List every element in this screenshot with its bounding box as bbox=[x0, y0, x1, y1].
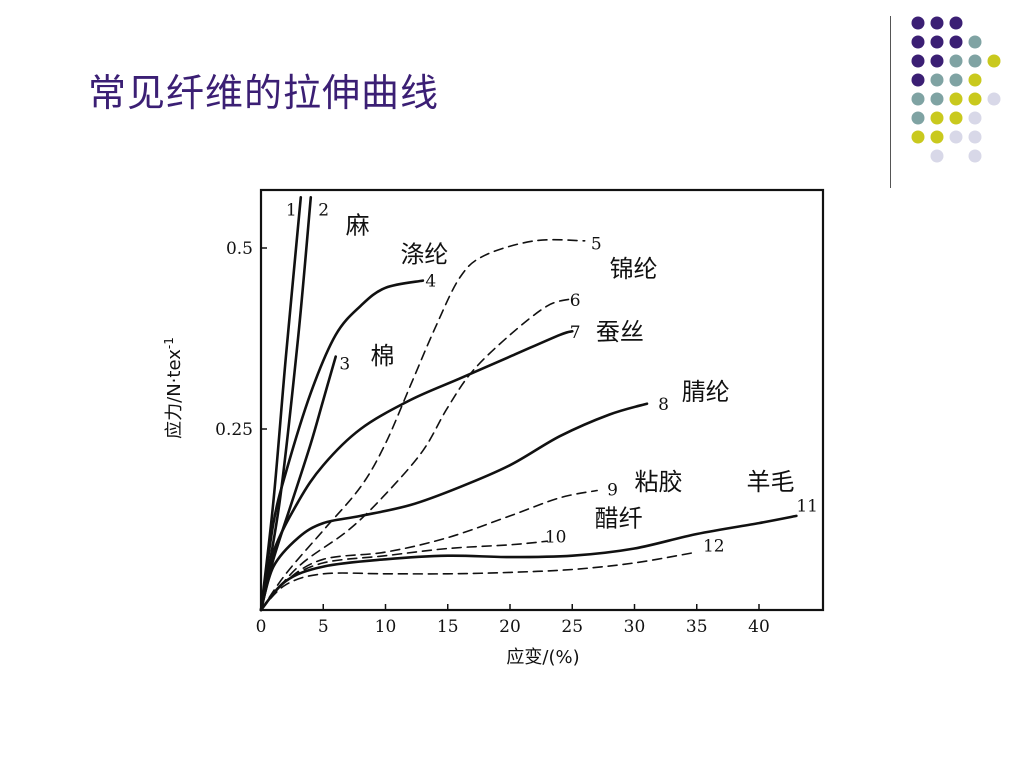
x-tick-label: 0 bbox=[256, 617, 267, 637]
series-line-3 bbox=[259, 355, 337, 612]
x-tick-label: 10 bbox=[375, 617, 397, 637]
curve-number-label: 1 bbox=[286, 200, 297, 220]
y-axis-label: 应力/N·tex-1 bbox=[162, 337, 185, 439]
curve-number-label: 12 bbox=[703, 536, 725, 556]
fiber-name-label: 腈纶 bbox=[682, 378, 730, 406]
series-line-5 bbox=[260, 238, 586, 611]
fiber-name-label: 蚕丝 bbox=[596, 318, 644, 346]
plot-area-border bbox=[259, 188, 825, 612]
y-tick-label: 0.5 bbox=[226, 239, 253, 259]
curve-number-label: 2 bbox=[318, 200, 329, 220]
axis-ticks: 0 5 10 15 20 25 30 35 40 0.25 0.5 bbox=[215, 239, 770, 637]
x-tick-label: 20 bbox=[499, 617, 521, 637]
series-line-11 bbox=[259, 514, 798, 612]
curve-number-label: 3 bbox=[339, 355, 350, 375]
x-tick-label: 5 bbox=[318, 617, 329, 637]
curve-number-label: 10 bbox=[545, 528, 567, 548]
x-axis-label: 应变/(%) bbox=[506, 647, 579, 668]
fiber-name-label: 羊毛 bbox=[747, 468, 795, 496]
y-axis-label-main: 应力/N·tex bbox=[164, 349, 185, 439]
series-line-8 bbox=[259, 402, 649, 612]
curve-number-label: 11 bbox=[796, 497, 818, 517]
x-tick-label: 40 bbox=[748, 617, 770, 637]
curve-number-label: 6 bbox=[570, 291, 581, 311]
fiber-name-label: 涤纶 bbox=[400, 240, 448, 268]
curve-number-label: 9 bbox=[607, 481, 618, 501]
x-tick-label: 35 bbox=[686, 617, 708, 637]
curve-number-label: 4 bbox=[425, 271, 436, 291]
series-group bbox=[259, 196, 798, 612]
series-line-7 bbox=[259, 330, 574, 612]
decorative-divider-line bbox=[890, 16, 891, 188]
x-tick-label: 25 bbox=[561, 617, 583, 637]
series-line-1 bbox=[259, 196, 303, 612]
fiber-name-label: 麻 bbox=[346, 212, 370, 240]
curve-number-label: 5 bbox=[591, 234, 602, 254]
series-line-9 bbox=[260, 489, 598, 611]
slide-title: 常见纤维的拉伸曲线 bbox=[88, 71, 440, 115]
y-axis-label-group: 应力/N·tex-1 bbox=[162, 337, 185, 439]
chart-frame bbox=[259, 188, 825, 612]
fiber-name-label: 棉 bbox=[371, 342, 395, 370]
curve-number-label: 7 bbox=[570, 323, 581, 343]
x-tick-label: 30 bbox=[624, 617, 646, 637]
y-tick-label: 0.25 bbox=[215, 420, 253, 440]
fiber-name-label: 锦纶 bbox=[610, 255, 658, 283]
curve-number-label: 8 bbox=[658, 395, 669, 415]
series-line-12 bbox=[260, 551, 698, 611]
series-line-4 bbox=[259, 279, 425, 612]
series-line-10 bbox=[260, 540, 549, 611]
fiber-name-label: 醋纤 bbox=[595, 505, 643, 533]
x-tick-label: 15 bbox=[437, 617, 459, 637]
y-axis-label-superscript: -1 bbox=[162, 337, 176, 349]
fiber-name-label: 粘胶 bbox=[635, 468, 683, 496]
